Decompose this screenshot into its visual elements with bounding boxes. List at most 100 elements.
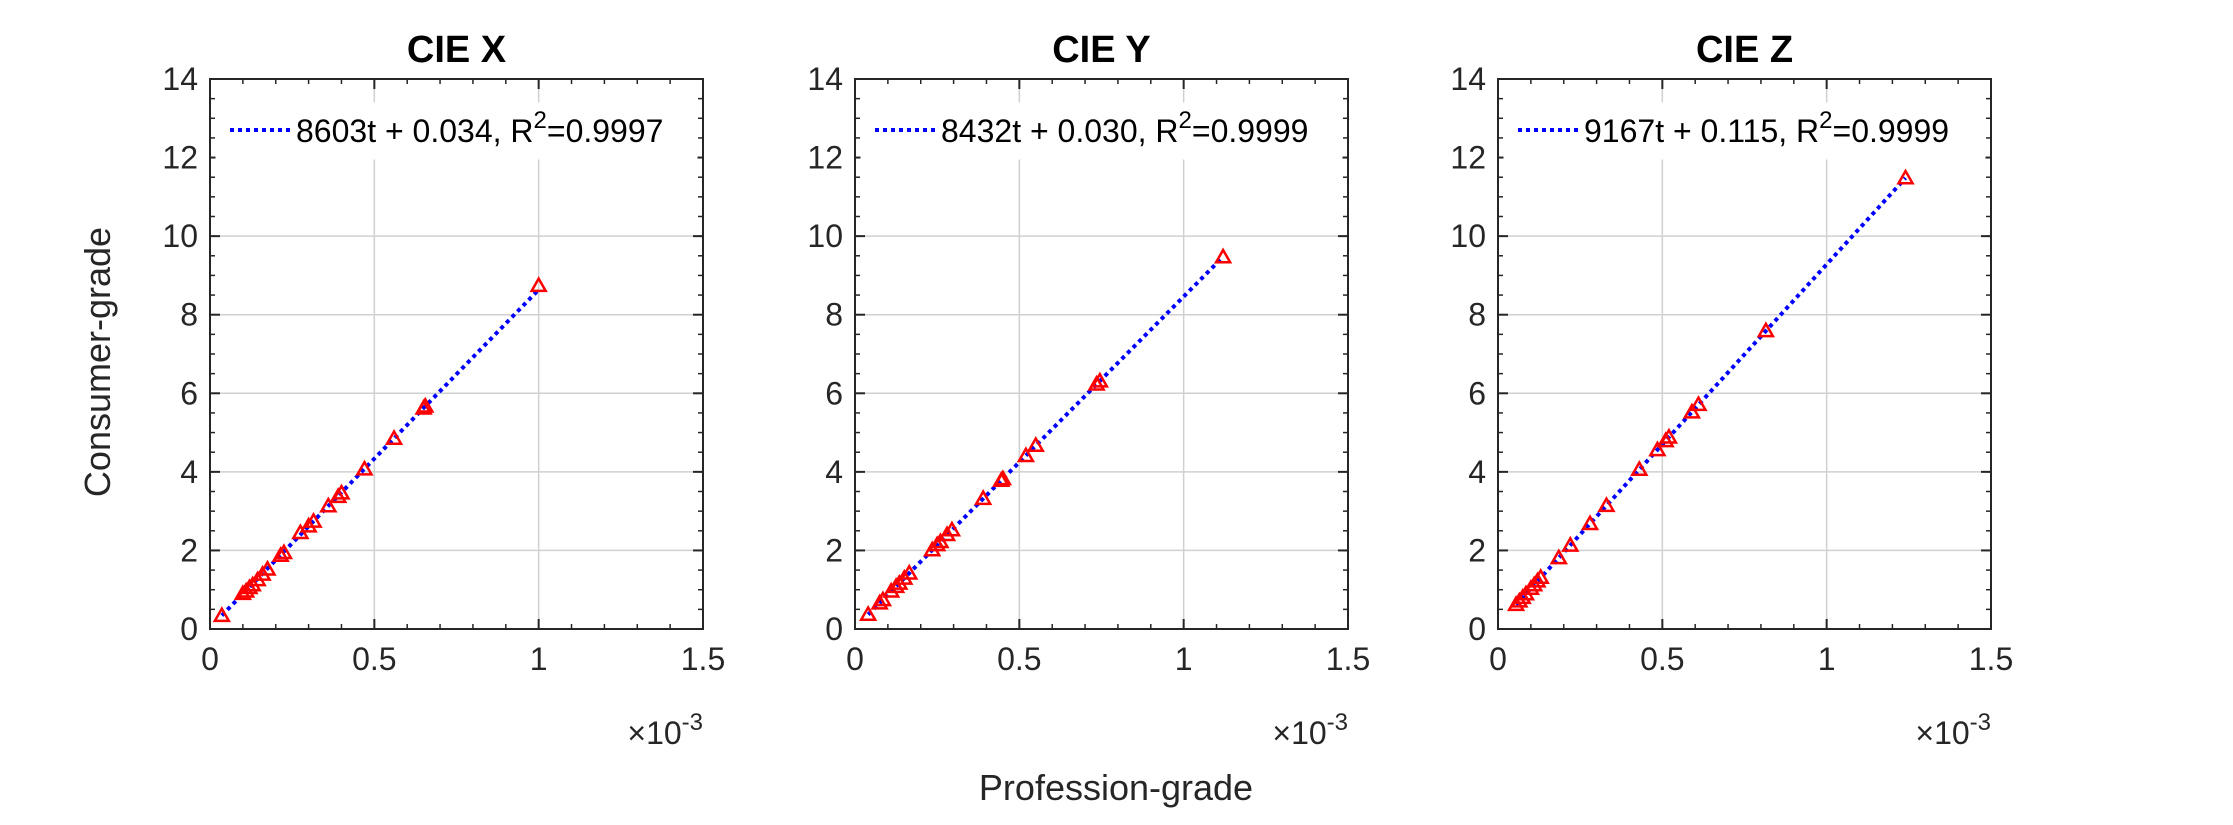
data-point (319, 496, 338, 513)
x-tick-label: 1 (1818, 641, 1836, 677)
x-tick-label: 0 (201, 641, 219, 677)
y-tick-label: 12 (1450, 140, 1486, 176)
y-tick-label: 6 (1468, 375, 1486, 411)
x-tick-label: 1 (530, 641, 548, 677)
chart-panel-3: CIE Z 0 0.5 1 1.5 0 2 4 6 8 10 12 14 ×10-3 9167t + 0.1… (1450, 29, 2013, 751)
data-point (212, 606, 231, 623)
x-tick-label: 1.5 (681, 641, 725, 677)
x-tick-label: 0.5 (352, 641, 396, 677)
data-point (240, 578, 259, 595)
data-point (384, 428, 404, 445)
data-point (1756, 321, 1776, 338)
x-tick-label: 0.5 (1640, 641, 1684, 677)
axes-box (1497, 78, 1992, 630)
y-tick-label: 4 (1468, 454, 1486, 490)
data-point (332, 483, 351, 500)
x-tick-label: 0 (1489, 641, 1507, 677)
data-point (1580, 514, 1600, 531)
x-multiplier-label: ×10-3 (1272, 709, 1348, 751)
x-multiplier-label: ×10-3 (627, 709, 703, 751)
y-tick-label: 8 (825, 297, 843, 333)
data-point (271, 546, 290, 563)
y-tick-label: 4 (825, 454, 843, 490)
legend-box (1503, 102, 1986, 160)
fit-line (1514, 176, 1908, 607)
y-tick-label: 0 (1468, 611, 1486, 647)
data-point (993, 469, 1013, 486)
data-point (881, 581, 901, 598)
y-tick-label: 0 (825, 611, 843, 647)
x-tick-label: 0 (846, 641, 864, 677)
y-tick-label: 8 (180, 297, 198, 333)
data-point (1682, 402, 1702, 419)
data-point (1026, 436, 1045, 453)
data-point (1648, 440, 1667, 457)
x-tick-label: 1.5 (1326, 641, 1370, 677)
legend-box (215, 102, 698, 160)
axes-box (209, 78, 704, 630)
legend-box (860, 102, 1343, 160)
x-axis-label: Profession-grade (979, 767, 1253, 808)
y-tick-label: 14 (807, 61, 843, 97)
data-point (258, 559, 277, 576)
panel-title: CIE X (407, 29, 507, 71)
data-point (529, 276, 548, 293)
chart-panel-1: CIE X 0 0.5 1 1.5 0 2 4 6 8 10 12 14 ×10-3 8603t + 0.0… (162, 29, 725, 751)
legend: 9167t + 0.115, R2=0.9999 (1503, 102, 1986, 160)
data-point (974, 489, 993, 506)
data-point (928, 535, 947, 552)
data-point (1896, 168, 1915, 185)
data-point (858, 604, 878, 621)
y-tick-label: 6 (180, 375, 198, 411)
y-tick-label: 10 (1450, 218, 1486, 254)
y-tick-label: 2 (180, 532, 198, 568)
data-point (1090, 371, 1110, 388)
y-tick-label: 10 (807, 218, 843, 254)
data-point (873, 590, 893, 607)
data-point (416, 396, 435, 413)
panel-title: CIE Y (1052, 29, 1151, 71)
data-point (1630, 459, 1649, 476)
x-tick-label: 1 (1175, 641, 1193, 677)
y-tick-label: 10 (162, 218, 198, 254)
data-point (1087, 374, 1106, 391)
y-tick-label: 14 (162, 61, 198, 97)
panel-title: CIE Z (1696, 29, 1793, 71)
legend-label: 8432t + 0.030, R2=0.9999 (941, 107, 1308, 149)
data-point (274, 543, 294, 560)
y-tick-label: 2 (1468, 532, 1486, 568)
y-tick-label: 12 (807, 140, 843, 176)
y-tick-label: 2 (825, 532, 843, 568)
legend-label: 9167t + 0.115, R2=0.9999 (1584, 107, 1949, 149)
y-tick-label: 4 (180, 454, 198, 490)
y-tick-label: 6 (825, 375, 843, 411)
data-point (299, 516, 318, 533)
data-point (304, 511, 323, 528)
data-point (942, 520, 962, 537)
data-point (355, 459, 374, 476)
data-point (1597, 496, 1616, 513)
data-point (870, 593, 889, 610)
data-point (1016, 446, 1036, 463)
data-point (900, 563, 919, 580)
y-tick-label: 14 (1450, 61, 1486, 97)
data-point (1213, 247, 1233, 264)
x-tick-label: 1.5 (1969, 641, 2013, 677)
data-point (1689, 395, 1708, 412)
y-tick-label: 0 (180, 611, 198, 647)
data-point (937, 525, 957, 542)
axes-box (854, 78, 1349, 630)
data-point (1561, 535, 1580, 552)
x-tick-label: 0.5 (997, 641, 1041, 677)
chart-panel-2: CIE Y 0 0.5 1 1.5 0 2 4 6 8 10 12 14 ×10-3 8432t + 0.0… (807, 29, 1370, 751)
fit-line (866, 255, 1225, 616)
data-point (1531, 568, 1550, 585)
x-multiplier-label: ×10-3 (1915, 709, 1991, 751)
y-axis-label: Consumer-grade (77, 227, 118, 497)
legend-label: 8603t + 0.034, R2=0.9997 (296, 107, 663, 149)
y-tick-label: 12 (162, 140, 198, 176)
data-point (1549, 548, 1568, 565)
legend: 8432t + 0.030, R2=0.9999 (860, 102, 1343, 160)
